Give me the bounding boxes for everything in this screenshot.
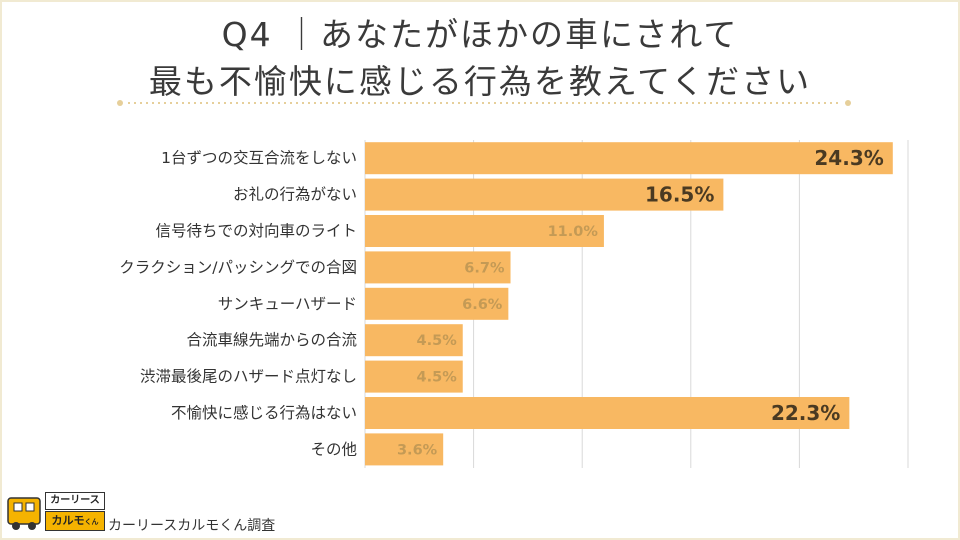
bar: [365, 360, 463, 393]
value-label: 6.7%: [464, 260, 505, 276]
value-label: 4.5%: [417, 333, 458, 349]
logo-bottom: カルモくん: [45, 511, 105, 531]
value-label: 11.0%: [548, 224, 599, 240]
value-label: 22.3%: [771, 401, 840, 425]
bar: [365, 251, 511, 284]
value-label: 6.6%: [462, 297, 503, 313]
title-line-2: 最も不愉快に感じる行為を教えてください: [148, 62, 812, 101]
logo-top-text: カーリース: [45, 492, 105, 510]
bar: [365, 142, 893, 175]
value-label: 4.5%: [417, 370, 458, 386]
category-label: 信号待ちでの対向車のライト: [155, 222, 357, 240]
bar: [365, 397, 850, 429]
value-label: 16.5%: [645, 183, 714, 207]
value-label: 3.6%: [397, 442, 438, 458]
bar: [365, 433, 444, 466]
category-label: 渋滞最後尾のハザード点灯なし: [140, 368, 357, 386]
logo-bottom-suffix: くん: [84, 518, 99, 526]
category-label: 1台ずつの交互合流をしない: [161, 149, 357, 167]
value-label: 24.3%: [814, 146, 883, 170]
car-mascot-icon: [7, 497, 41, 530]
category-label: その他: [310, 440, 357, 458]
category-label: お礼の行為がない: [233, 186, 357, 204]
category-label: 合流車線先端からの合流: [186, 331, 357, 349]
bar: [365, 287, 509, 320]
category-label: サンキューハザード: [218, 295, 357, 313]
separator-dot-left: [117, 100, 123, 106]
category-label: クラクション/パッシングでの合図: [119, 258, 357, 276]
source-note: カーリースカルモくん調査: [108, 518, 276, 534]
title-line-1: Q4 ｜あなたがほかの車にされて: [221, 15, 739, 54]
bar: [365, 324, 463, 357]
category-label: 不愉快に感じる行為はない: [171, 404, 357, 422]
logo-bottom-text: カルモ: [51, 514, 85, 527]
bar: [365, 178, 724, 211]
title-separator: [117, 100, 851, 106]
separator-dot-right: [845, 100, 851, 106]
carmo-logo: カーリース カルモくん: [5, 490, 105, 536]
bar: [365, 215, 604, 247]
